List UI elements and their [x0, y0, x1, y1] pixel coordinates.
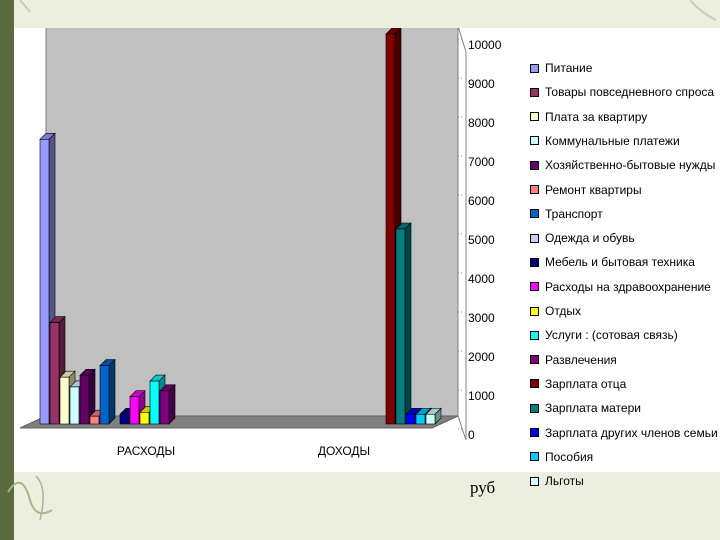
legend-swatch — [530, 403, 539, 413]
legend-swatch — [530, 112, 539, 122]
legend-label: Плата за квартиру — [545, 109, 648, 124]
bar-side — [168, 384, 176, 425]
legend-swatch — [530, 185, 539, 194]
legend-item: Пособия — [530, 447, 593, 467]
legend-item: Отдых — [530, 301, 581, 321]
legend-label: Товары повседневного спроса — [545, 85, 715, 100]
legend-label: Транспорт — [545, 206, 603, 221]
legend-swatch — [530, 306, 539, 316]
legend-item: Льготы — [530, 471, 584, 491]
legend-label: Услуги : (сотовая связь) — [545, 328, 678, 343]
legend-label: Мебель и бытовая техника — [545, 255, 695, 270]
legend-swatch — [530, 476, 539, 486]
legend-label: Одежда и обувь — [545, 231, 635, 246]
unit-label: руб — [470, 478, 496, 497]
legend-label: Зарплата других членов семьи — [545, 425, 718, 440]
y-tick-label: 6000 — [468, 194, 495, 208]
legend-swatch — [530, 87, 539, 97]
legend-swatch — [530, 209, 539, 219]
legend-label: Развлечения — [545, 352, 617, 367]
slide-accent-band — [0, 0, 14, 540]
bar — [49, 322, 60, 425]
legend-label: Пособия — [545, 449, 594, 464]
y-tick-label: 1000 — [468, 389, 495, 403]
legend-label: Коммунальные платежи — [545, 133, 680, 148]
y-tick-label: 10000 — [468, 38, 502, 52]
legend-item: Плата за квартиру — [530, 107, 647, 127]
y-tick-label: 2000 — [468, 350, 495, 364]
legend-item: Транспорт — [530, 204, 603, 224]
chart-area: 0 1000 2000 3000 4000 5000 6000 7000 8000 9000 100… — [14, 28, 720, 488]
y-tick-label: 7000 — [468, 155, 495, 169]
legend-item: Зарплата других членов семьи — [530, 423, 718, 443]
bar — [99, 365, 110, 425]
legend-item: Зарплата отца — [530, 374, 626, 394]
legend-label: Питание — [545, 61, 593, 75]
x-tick-label: РАСХОДЫ — [117, 444, 175, 458]
bar — [385, 33, 396, 425]
bar — [405, 413, 416, 425]
legend-swatch — [530, 63, 539, 73]
y-tick-label: 9000 — [468, 77, 495, 91]
bar — [39, 139, 50, 425]
bar — [69, 386, 80, 425]
bar — [59, 376, 70, 425]
legend-item: Зарплата матери — [530, 398, 641, 418]
y-tick-label: 4000 — [468, 272, 495, 286]
legend-swatch — [530, 233, 539, 243]
bar-chart: 0 1000 2000 3000 4000 5000 6000 7000 8000 9000 100… — [19, 28, 502, 458]
legend-swatch — [530, 160, 539, 170]
bar-side — [108, 358, 116, 425]
bar — [129, 396, 140, 425]
bar — [159, 390, 170, 425]
y-tick-label: 3000 — [468, 311, 495, 325]
legend-swatch — [530, 330, 539, 340]
y-tick-label: 8000 — [468, 116, 495, 130]
bar-side — [404, 222, 412, 425]
legend-item: Ремонт квартиры — [530, 180, 642, 200]
bar — [139, 411, 150, 425]
legend-item: Услуги : (сотовая связь) — [530, 325, 678, 345]
legend-swatch — [530, 355, 539, 365]
bar — [89, 415, 100, 425]
legend-label: Ремонт квартиры — [545, 182, 642, 197]
bar — [415, 413, 426, 425]
bar — [149, 380, 160, 425]
legend-item: Расходы на здравоохранение — [530, 277, 711, 297]
legend-item: Питание — [530, 58, 592, 78]
legend-label: Льготы — [545, 474, 584, 489]
legend-label: Зарплата отца — [545, 376, 627, 391]
legend-swatch — [530, 428, 539, 437]
bar — [119, 413, 130, 425]
legend-label: Отдых — [545, 304, 582, 318]
legend-label: Расходы на здравоохранение — [545, 279, 711, 294]
legend-swatch — [530, 136, 539, 146]
legend-item: Товары повседневного спроса — [530, 82, 714, 102]
legend-label: Зарплата матери — [545, 401, 641, 416]
legend-item: Развлечения — [530, 350, 617, 370]
legend-swatch — [530, 379, 539, 389]
legend-swatch — [530, 452, 539, 462]
legend-label: Хозяйственно-бытовые нужды — [545, 158, 716, 173]
bar — [79, 374, 90, 425]
legend-item: Коммунальные платежи — [530, 131, 680, 151]
y-tick-label: 5000 — [468, 233, 495, 247]
y-tick-label: 0 — [468, 428, 475, 442]
legend-item: Мебель и бытовая техника — [530, 252, 695, 272]
legend-item: Одежда и обувь — [530, 228, 635, 248]
legend-swatch — [530, 282, 539, 292]
x-tick-label: ДОХОДЫ — [318, 444, 370, 458]
bar — [425, 413, 436, 425]
bar — [395, 228, 406, 425]
legend-item: Хозяйственно-бытовые нужды — [530, 155, 715, 175]
legend-swatch — [530, 257, 539, 267]
